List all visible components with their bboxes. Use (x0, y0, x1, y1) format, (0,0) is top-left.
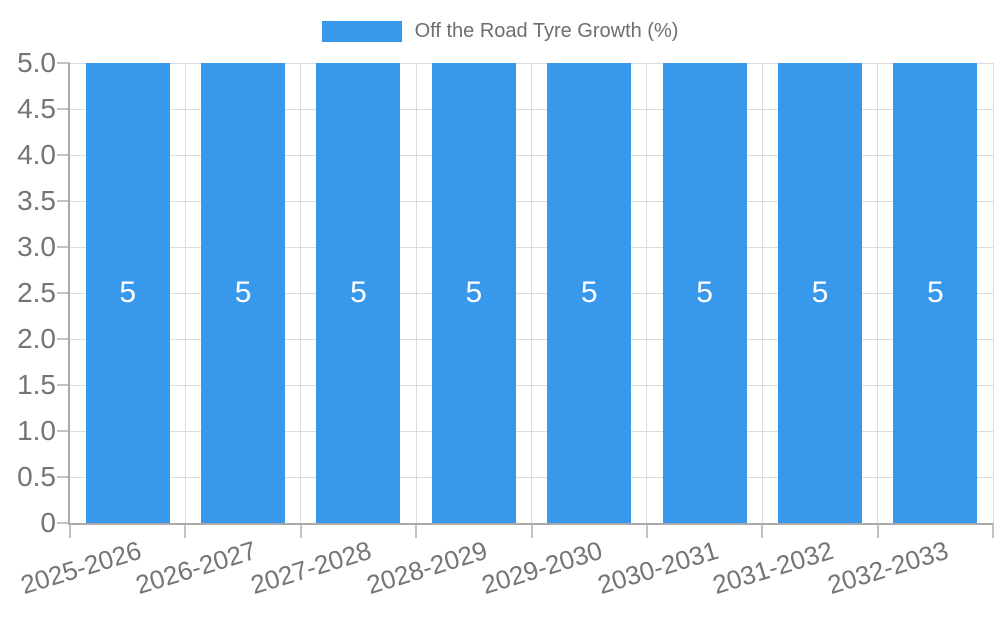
y-axis-label: 2.0 (17, 323, 56, 354)
y-axis-line (68, 63, 70, 525)
bar[interactable]: 5 (893, 63, 978, 523)
bar-value-label: 5 (465, 276, 483, 309)
bar[interactable]: 5 (85, 63, 170, 523)
bar-value-label: 5 (696, 276, 713, 309)
bar[interactable]: 5 (201, 63, 286, 523)
chart-legend: Off the Road Tyre Growth (%) (0, 19, 1000, 43)
y-axis-tick (57, 338, 70, 340)
y-axis-label: 1.5 (17, 369, 56, 400)
grid-line-vertical (761, 63, 763, 523)
bar-chart: Off the Road Tyre Growth (%) 5.0 4.5 4.0 3.… (0, 19, 1000, 600)
y-axis-label: 4.0 (17, 139, 56, 170)
grid-line-vertical (877, 63, 879, 523)
y-axis-label: 2.5 (17, 277, 56, 308)
plot-area: 5.0 4.5 4.0 3.5 3.0 2.5 2.0 1.5 1.0 0.5 0 5 5 5 5 5 5 5 5 2… (17, 47, 994, 600)
bar-value-label: 5 (234, 276, 252, 309)
bar[interactable]: 5 (431, 63, 516, 523)
x-axis-line (68, 523, 993, 525)
grid-line-vertical (992, 63, 994, 523)
bar[interactable]: 5 (777, 63, 862, 523)
x-axis-tick (530, 523, 533, 538)
bar-value-label: 5 (350, 276, 367, 309)
y-axis-tick (57, 108, 70, 110)
y-axis-tick (57, 430, 70, 432)
bar-value-label: 5 (119, 276, 137, 309)
y-axis-label: 0 (40, 507, 56, 538)
grid-line-vertical (415, 63, 417, 523)
y-axis-label: 3.5 (17, 185, 56, 216)
y-axis-label: 3.0 (17, 231, 56, 262)
y-axis-label: 0.5 (17, 461, 56, 492)
y-axis-label: 4.5 (17, 93, 56, 124)
x-axis-tick (761, 523, 764, 538)
legend-swatch (321, 20, 402, 42)
grid-line-vertical (184, 63, 186, 523)
bar-value-label: 5 (811, 276, 829, 309)
bar-value-label: 5 (580, 276, 598, 309)
y-axis-tick (57, 384, 70, 386)
bar-value-label: 5 (926, 276, 944, 309)
x-axis-tick (992, 523, 994, 538)
grid-line-vertical (646, 63, 648, 523)
y-axis-tick (57, 154, 70, 156)
y-axis-tick (57, 522, 70, 524)
y-axis-tick (57, 476, 70, 478)
y-axis-tick (57, 62, 70, 64)
bar[interactable]: 5 (662, 63, 747, 523)
legend-label: Off the Road Tyre Growth (%) (414, 20, 679, 42)
x-axis-tick (69, 523, 71, 538)
x-axis-tick (299, 523, 302, 538)
x-axis-tick (415, 523, 418, 538)
y-axis-label: 1.0 (17, 415, 56, 446)
y-axis-tick (57, 246, 70, 248)
y-axis-tick (57, 200, 70, 202)
bar[interactable]: 5 (316, 63, 401, 523)
bar[interactable]: 5 (547, 63, 632, 523)
x-axis-tick (645, 523, 648, 538)
grid-line-vertical (300, 63, 302, 523)
y-axis-label: 5.0 (17, 47, 56, 78)
grid-line-vertical (531, 63, 532, 523)
y-axis-tick (57, 292, 70, 294)
x-axis-tick (876, 523, 879, 538)
x-axis-tick (184, 523, 187, 538)
